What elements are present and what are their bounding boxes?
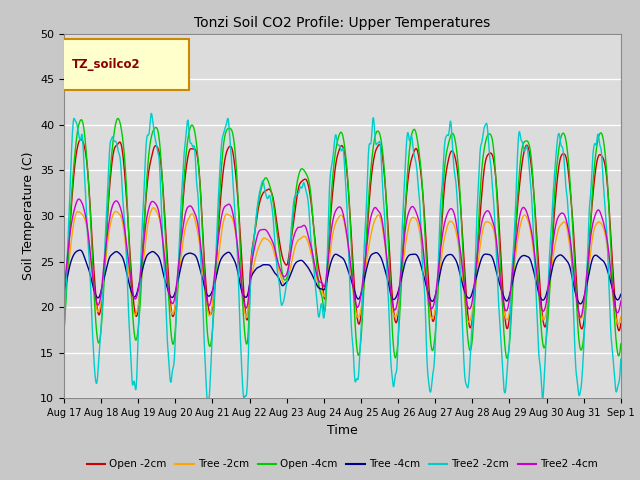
Tree -4cm bbox=[568, 273, 575, 278]
X-axis label: Time: Time bbox=[327, 424, 358, 437]
Tree -4cm bbox=[76, 247, 84, 253]
Tree -2cm bbox=[614, 321, 622, 327]
Open -2cm bbox=[216, 210, 223, 216]
Line: Open -2cm: Open -2cm bbox=[64, 139, 621, 331]
Open -2cm bbox=[568, 205, 575, 211]
Tree -2cm bbox=[504, 314, 512, 320]
Line: Tree -2cm: Tree -2cm bbox=[64, 208, 621, 324]
Tree2 -4cm bbox=[60, 286, 68, 291]
Tree -2cm bbox=[216, 245, 223, 251]
Open -4cm bbox=[371, 134, 379, 140]
Y-axis label: Soil Temperature (C): Soil Temperature (C) bbox=[22, 152, 35, 280]
Open -2cm bbox=[77, 136, 84, 142]
Legend: Open -2cm, Tree -2cm, Open -4cm, Tree -4cm, Tree2 -2cm, Tree2 -4cm: Open -2cm, Tree -2cm, Open -4cm, Tree -4… bbox=[83, 455, 602, 473]
Tree -4cm bbox=[504, 296, 512, 302]
Tree2 -2cm bbox=[568, 268, 576, 274]
Tree2 -2cm bbox=[60, 333, 68, 339]
Tree2 -2cm bbox=[204, 396, 211, 401]
Tree -2cm bbox=[568, 260, 575, 265]
Tree -2cm bbox=[150, 205, 157, 211]
Open -4cm bbox=[617, 341, 625, 347]
Tree2 -2cm bbox=[216, 168, 223, 174]
Tree2 -4cm bbox=[577, 314, 584, 320]
Open -4cm bbox=[568, 213, 576, 218]
Tree2 -4cm bbox=[568, 251, 575, 256]
Tree -4cm bbox=[584, 278, 591, 284]
Open -4cm bbox=[503, 355, 511, 361]
Open -4cm bbox=[359, 310, 367, 316]
Tree2 -4cm bbox=[75, 196, 83, 202]
Tree -2cm bbox=[371, 217, 379, 223]
Open -4cm bbox=[216, 196, 223, 202]
Open -4cm bbox=[505, 349, 513, 355]
Line: Tree -4cm: Tree -4cm bbox=[64, 250, 621, 304]
Open -2cm bbox=[615, 328, 623, 334]
Open -2cm bbox=[584, 276, 591, 282]
Tree -4cm bbox=[617, 291, 625, 297]
Tree -4cm bbox=[60, 289, 68, 295]
Tree2 -4cm bbox=[617, 298, 625, 304]
Tree2 -2cm bbox=[617, 356, 625, 362]
Text: TZ_soilco2: TZ_soilco2 bbox=[72, 58, 141, 71]
Line: Tree2 -2cm: Tree2 -2cm bbox=[64, 113, 621, 398]
Tree -2cm bbox=[584, 279, 591, 285]
Tree2 -4cm bbox=[216, 226, 223, 232]
Tree -4cm bbox=[577, 301, 584, 307]
Tree2 -2cm bbox=[371, 134, 379, 140]
Tree -2cm bbox=[60, 303, 68, 309]
Open -2cm bbox=[371, 151, 379, 157]
Tree2 -4cm bbox=[371, 205, 379, 211]
Open -4cm bbox=[60, 326, 68, 332]
Open -2cm bbox=[60, 306, 68, 312]
Open -2cm bbox=[359, 296, 367, 302]
Tree2 -2cm bbox=[584, 253, 591, 259]
Open -4cm bbox=[584, 277, 591, 283]
Tree -4cm bbox=[371, 250, 379, 256]
Title: Tonzi Soil CO2 Profile: Upper Temperatures: Tonzi Soil CO2 Profile: Upper Temperatur… bbox=[195, 16, 490, 30]
Line: Open -4cm: Open -4cm bbox=[64, 119, 621, 358]
Tree2 -4cm bbox=[584, 264, 591, 269]
Tree2 -2cm bbox=[359, 279, 367, 285]
Tree -2cm bbox=[617, 314, 625, 320]
Tree2 -2cm bbox=[505, 348, 513, 354]
Open -2cm bbox=[617, 321, 625, 326]
Tree -4cm bbox=[216, 260, 223, 266]
FancyBboxPatch shape bbox=[56, 39, 189, 90]
Tree -2cm bbox=[359, 295, 367, 300]
Tree2 -2cm bbox=[148, 110, 156, 116]
Tree2 -4cm bbox=[359, 279, 367, 285]
Open -2cm bbox=[504, 323, 512, 328]
Tree2 -4cm bbox=[504, 303, 512, 309]
Line: Tree2 -4cm: Tree2 -4cm bbox=[64, 199, 621, 317]
Tree -4cm bbox=[359, 284, 367, 290]
Open -4cm bbox=[114, 116, 122, 121]
